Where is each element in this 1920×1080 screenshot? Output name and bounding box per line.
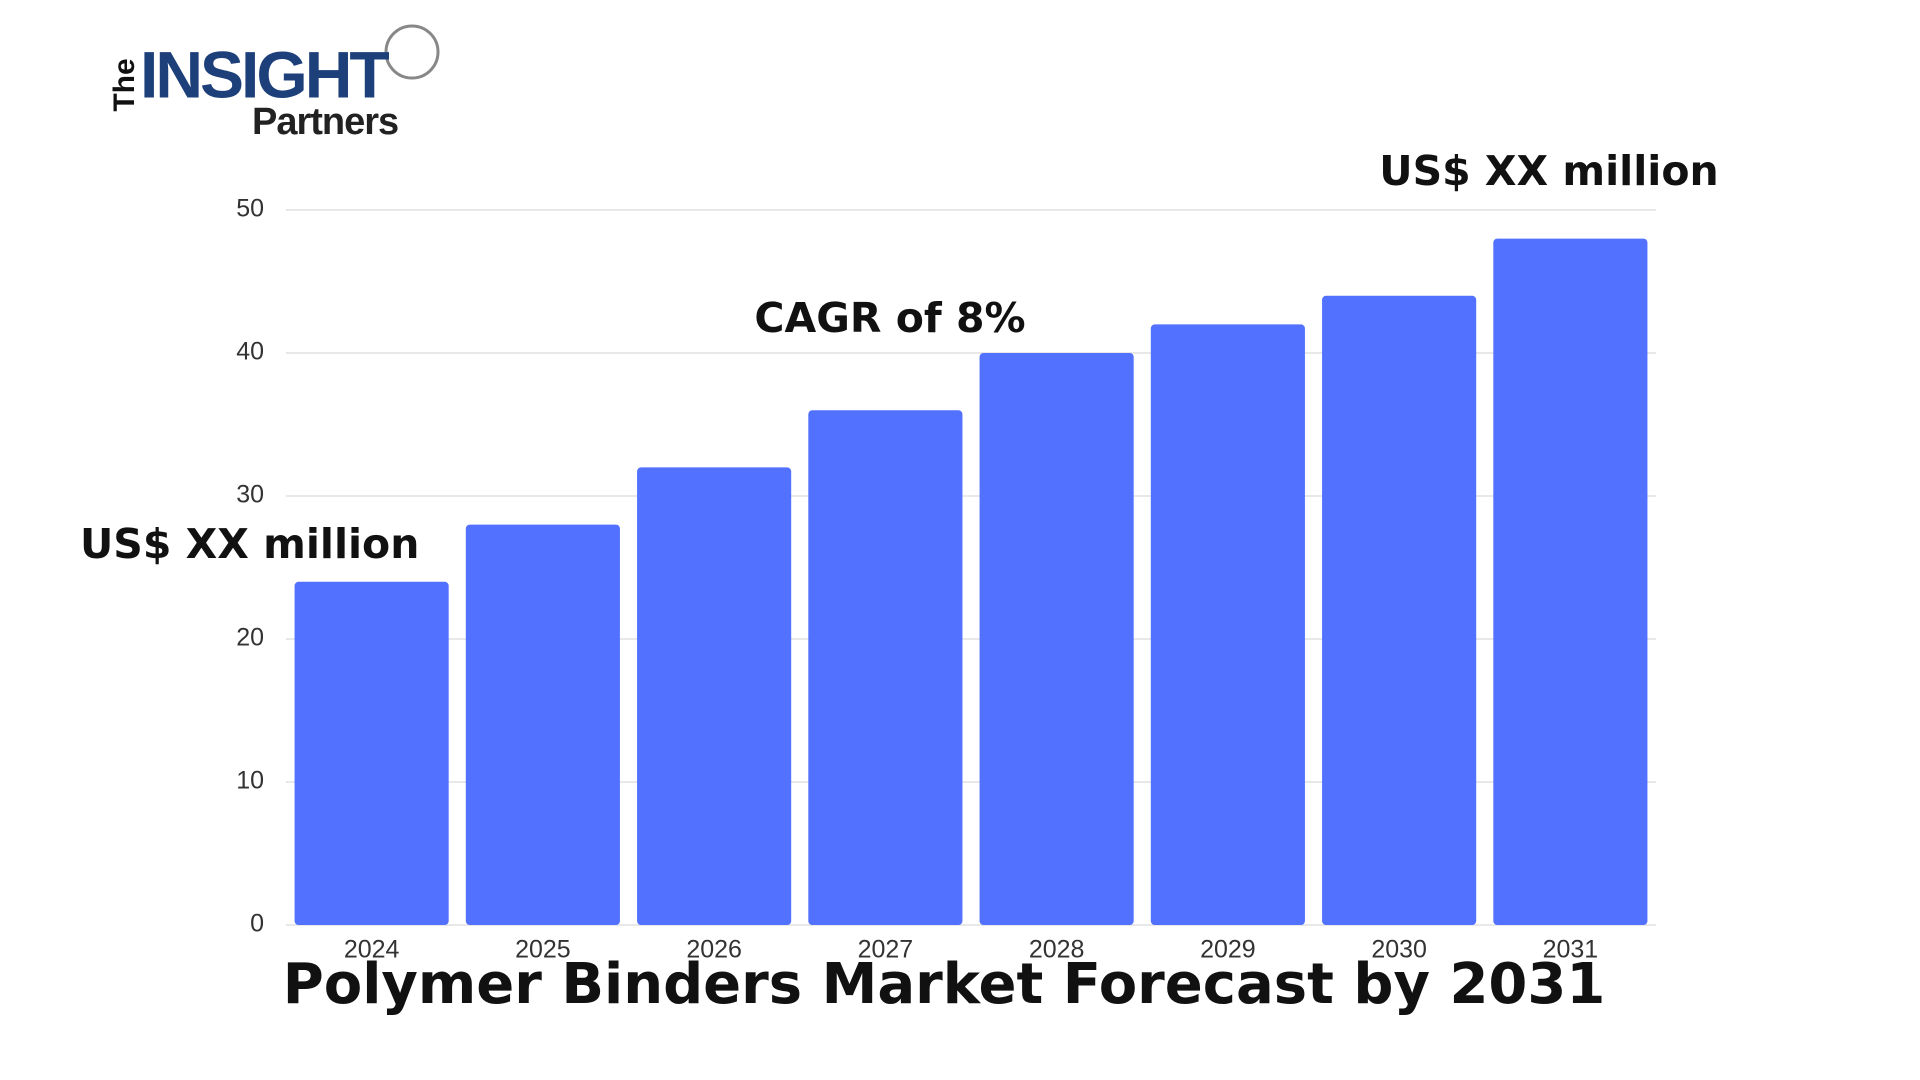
x-tick-label: 2031	[1543, 936, 1599, 964]
y-tick-label: 30	[236, 481, 264, 509]
x-tick-label: 2030	[1371, 936, 1427, 964]
bar	[637, 467, 792, 925]
logo: The INSIGHT Partners	[108, 24, 440, 143]
chart-title: Polymer Binders Market Forecast by 2031	[283, 952, 1606, 1017]
bar	[1150, 324, 1305, 925]
annotation: US$ XX million	[1379, 147, 1718, 195]
logo-insight: INSIGHT	[140, 37, 389, 111]
y-tick-label: 0	[250, 910, 264, 938]
logo-partners: Partners	[252, 101, 398, 143]
x-tick-label: 2024	[344, 936, 400, 964]
y-tick-label: 50	[236, 195, 264, 223]
x-tick-label: 2029	[1200, 936, 1256, 964]
bar	[1493, 238, 1648, 926]
bar	[294, 581, 449, 925]
x-tick-label: 2025	[515, 936, 571, 964]
y-tick-label: 40	[236, 338, 264, 366]
bar	[1322, 295, 1477, 925]
bar	[465, 524, 620, 925]
x-tick-label: 2027	[858, 936, 914, 964]
bar	[808, 410, 963, 925]
logo-the: The	[108, 58, 141, 111]
y-tick-label: 10	[236, 767, 264, 795]
x-tick-label: 2028	[1029, 936, 1085, 964]
x-tick-label: 2026	[686, 936, 742, 964]
annotation: US$ XX million	[80, 520, 419, 568]
bar	[979, 353, 1134, 925]
annotation: CAGR of 8%	[754, 294, 1025, 342]
logo-ring	[384, 24, 440, 80]
y-tick-label: 20	[236, 624, 264, 652]
